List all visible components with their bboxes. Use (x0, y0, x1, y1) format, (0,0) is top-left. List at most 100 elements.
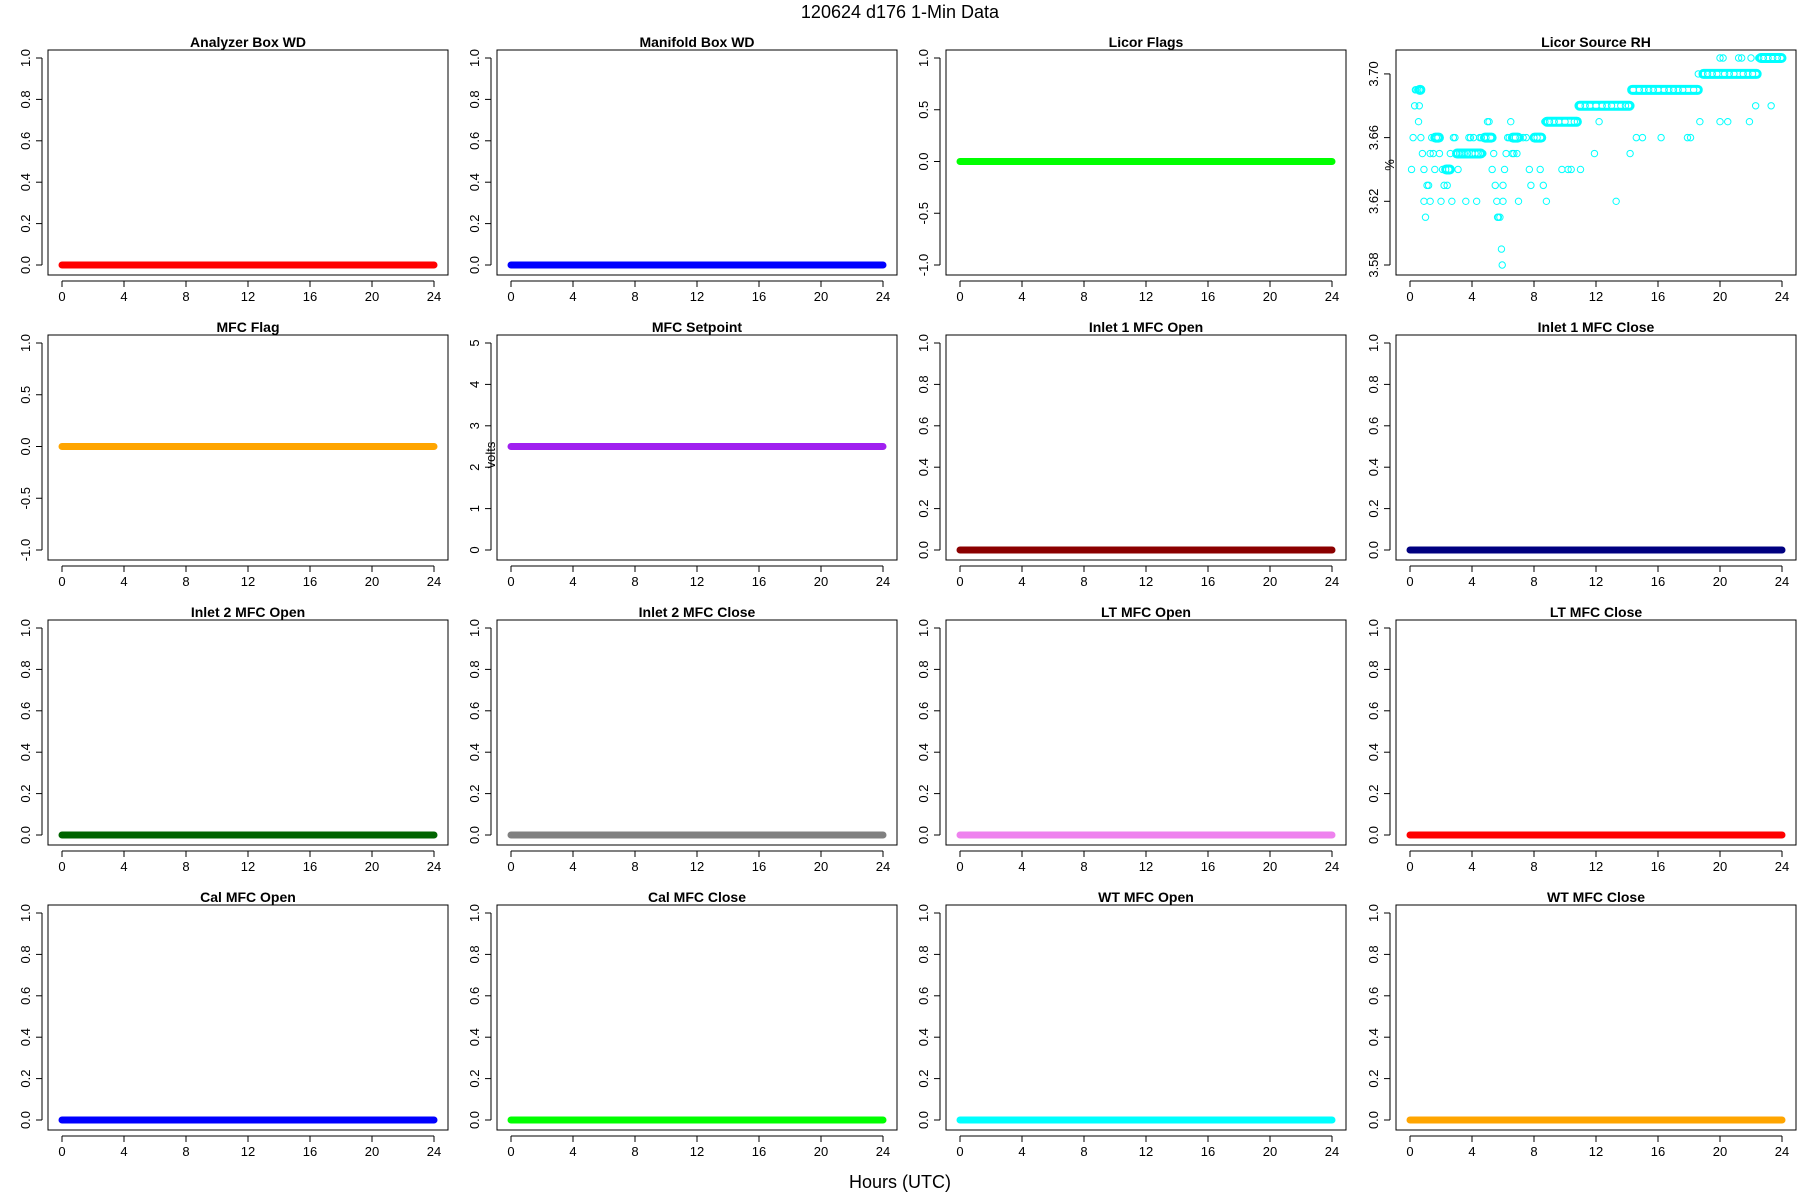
data-point (1621, 102, 1630, 110)
data-point (1720, 70, 1729, 78)
chart-panel-4: MFC Flag 0 4 8 12 16 20 24 -1.0 -0.5 0.0 0.5 1.0 (18, 319, 449, 589)
y-tick-label: 1.0 (467, 904, 482, 922)
y-tick-label: 0.6 (467, 702, 482, 720)
data-point (1581, 102, 1589, 110)
data-point (1598, 102, 1606, 110)
data-point (1513, 149, 1521, 158)
data-point (1595, 117, 1603, 126)
data-point (1558, 165, 1566, 174)
data-point (1576, 102, 1585, 110)
y-tick-label: 0.2 (916, 1070, 931, 1088)
x-tick-label: 8 (1080, 859, 1087, 874)
y-tick-label: 0.6 (467, 987, 482, 1005)
data-point (1686, 133, 1695, 142)
data-point (1488, 165, 1496, 174)
x-tick-label: 16 (1201, 289, 1215, 304)
x-tick-label: 20 (365, 574, 379, 589)
data-point (1502, 149, 1510, 158)
y-tick-label: -0.5 (916, 202, 931, 224)
data-point (1716, 54, 1724, 62)
y-tick-label: 0.2 (1366, 500, 1381, 518)
x-tick-label: 16 (752, 574, 766, 589)
x-tick-label: 12 (241, 859, 255, 874)
y-tick-label: 1.0 (1366, 334, 1381, 352)
y-tick-label: 0.4 (18, 743, 33, 761)
data-point (1463, 149, 1472, 158)
x-tick-label: 0 (1406, 289, 1413, 304)
data-point (1414, 117, 1423, 126)
x-tick-label: 0 (507, 574, 514, 589)
y-tick-label: 0.4 (467, 173, 482, 191)
y-tick-label: 0.0 (916, 1111, 931, 1129)
x-tick-label: 20 (1263, 859, 1277, 874)
data-point (1561, 117, 1569, 126)
data-point (1719, 54, 1727, 62)
x-tick-label: 20 (1713, 859, 1727, 874)
x-tick-label: 12 (1139, 289, 1153, 304)
x-tick-label: 8 (1080, 574, 1087, 589)
panel-title: MFC Flag (217, 319, 280, 335)
x-tick-label: 8 (631, 574, 638, 589)
data-point (1530, 133, 1538, 142)
x-tick-label: 0 (507, 859, 514, 874)
x-tick-label: 12 (1589, 289, 1603, 304)
x-tick-label: 0 (507, 289, 514, 304)
data-point (1755, 54, 1763, 62)
chart-panel-7: Inlet 1 MFC Close 0 4 8 12 16 20 24 0.0 0.2 0.4 0.6… (1366, 319, 1797, 589)
data-point (1545, 117, 1554, 126)
plot-frame (1395, 49, 1797, 276)
chart-panel-6: Inlet 1 MFC Open 0 4 8 12 16 20 24 0.0 0.2 0.4 0.6 0… (916, 319, 1347, 589)
chart-panel-12: Cal MFC Open 0 4 8 12 16 20 24 0.0 0.2 0.4 0.6 0.8 1.… (18, 889, 449, 1159)
data-point (1716, 117, 1724, 126)
plot-frame (47, 334, 449, 561)
y-tick-label: 1 (467, 505, 482, 512)
x-tick-label: 16 (1651, 289, 1665, 304)
data-point (1434, 133, 1442, 142)
data-point (1674, 86, 1682, 94)
x-tick-label: 24 (1325, 289, 1339, 304)
y-tick-label: 0.4 (916, 743, 931, 761)
y-tick-label: 0.0 (18, 437, 33, 455)
x-tick-label: 12 (1139, 859, 1153, 874)
y-tick-label: 0.8 (18, 945, 33, 963)
y-tick-label: 0.2 (467, 1070, 482, 1088)
data-point (1645, 86, 1653, 94)
y-axis-unit: volts (483, 441, 498, 468)
chart-panel-13: Cal MFC Close 0 4 8 12 16 20 24 0.0 0.2 0.4 0.6 0.8 1… (467, 889, 898, 1159)
y-tick-label: 0.4 (467, 1028, 482, 1046)
y-tick-label: 0.8 (916, 375, 931, 393)
data-point (1590, 149, 1599, 158)
y-tick-label: 0.0 (467, 256, 482, 274)
x-tick-label: 16 (303, 574, 317, 589)
x-tick-label: 24 (876, 574, 890, 589)
x-tick-label: 4 (569, 859, 576, 874)
x-tick-label: 12 (690, 1144, 704, 1159)
data-point (1451, 133, 1459, 142)
y-tick-label: 3.58 (1366, 252, 1381, 277)
x-tick-label: 8 (1080, 289, 1087, 304)
y-tick-label: 2 (467, 464, 482, 471)
chart-panel-3: Licor Source RH 0 4 8 12 16 20 24 3.58 3.62 3.66 3.… (1366, 34, 1797, 304)
data-point (1490, 149, 1498, 158)
data-point (1536, 165, 1544, 174)
y-tick-label: 0.0 (916, 541, 931, 559)
x-tick-label: 4 (569, 1144, 576, 1159)
x-tick-label: 20 (1713, 289, 1727, 304)
data-point (1454, 165, 1462, 174)
y-tick-label: 0.2 (467, 215, 482, 233)
x-tick-label: 24 (427, 1144, 441, 1159)
data-point (1420, 197, 1428, 206)
y-axis-unit: % (1382, 159, 1397, 171)
data-point (1471, 149, 1479, 158)
y-tick-label: 1.0 (18, 49, 33, 67)
data-point (1522, 133, 1530, 142)
y-tick-label: 0.8 (1366, 375, 1381, 393)
y-tick-label: 0.8 (916, 660, 931, 678)
panel-title: Cal MFC Close (648, 889, 746, 905)
data-point (1510, 149, 1518, 158)
x-tick-label: 0 (58, 859, 65, 874)
data-point (1472, 197, 1481, 206)
data-point (1713, 70, 1721, 78)
y-tick-label: 1.0 (1366, 904, 1381, 922)
